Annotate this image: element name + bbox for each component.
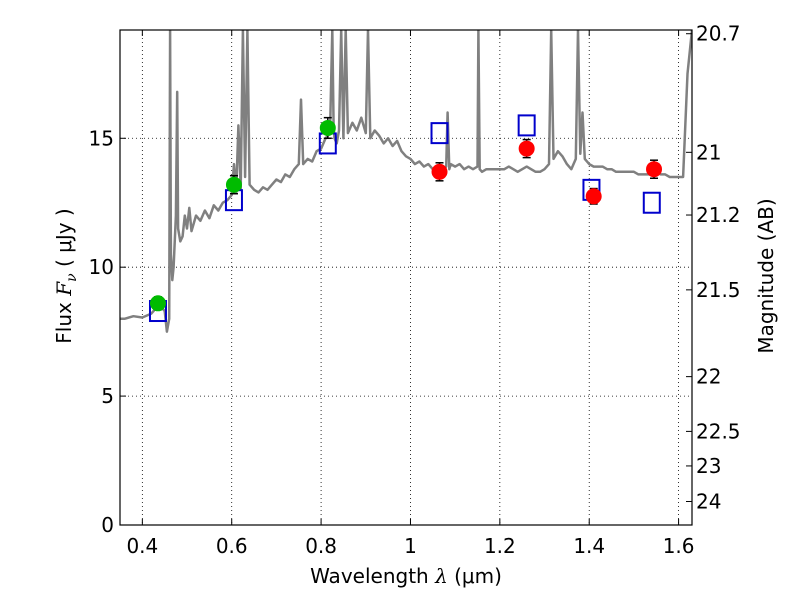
x-tick-label: 1.2 — [484, 534, 516, 558]
model-spectrum-layer — [120, 30, 692, 333]
y2-tick-label: 24 — [696, 489, 721, 513]
observed-red-point — [431, 163, 448, 180]
model-photometry-square — [517, 114, 536, 137]
y-axis-title: Flux Fν ( μJy ) — [52, 208, 80, 343]
y2-tick-label: 22 — [696, 365, 721, 389]
x-tick-label: 0.4 — [126, 534, 158, 558]
tick-marks — [120, 30, 692, 526]
y-tick-labels: 0 5 10 15 — [89, 126, 114, 537]
y2-tick-labels: 20.7 21 21.2 21.5 22 22.5 23 24 — [696, 22, 741, 514]
x-tick-label: 1 — [404, 534, 417, 558]
x-tick-labels: 0.4 0.6 0.8 1 1.2 1.4 1.6 — [126, 534, 694, 558]
y2-axis-title: Magnitude (AB) — [754, 198, 778, 353]
y2-tick-label: 21.5 — [696, 278, 741, 302]
grid-lines — [120, 30, 692, 525]
observed-green-point — [225, 176, 242, 193]
y2-tick-label: 21 — [696, 140, 721, 164]
model-photometry-square — [430, 122, 449, 145]
y2-tick-label: 20.7 — [696, 22, 741, 46]
x-tick-label: 0.6 — [216, 534, 248, 558]
x-axis-title: Wavelength λ (μm) — [310, 564, 502, 588]
model-spectrum-line — [120, 30, 692, 333]
y-tick-label: 10 — [89, 255, 114, 279]
plot-frame — [119, 29, 693, 526]
observed-red-point — [585, 188, 602, 205]
data-points-layer — [148, 114, 663, 323]
observed-green-point — [319, 119, 336, 136]
x-tick-label: 0.8 — [305, 534, 337, 558]
model-photometry-square — [642, 191, 661, 214]
y2-tick-label: 22.5 — [696, 419, 741, 443]
y-tick-label: 5 — [101, 384, 114, 408]
y2-tick-label: 21.2 — [696, 203, 741, 227]
observed-red-point — [518, 140, 535, 157]
x-tick-label: 1.6 — [663, 534, 695, 558]
y2-tick-label: 23 — [696, 454, 721, 478]
y-tick-label: 15 — [89, 126, 114, 150]
x-tick-label: 1.4 — [573, 534, 605, 558]
observed-green-point — [149, 295, 166, 312]
y-tick-label: 0 — [101, 513, 114, 537]
observed-red-point — [646, 161, 663, 178]
